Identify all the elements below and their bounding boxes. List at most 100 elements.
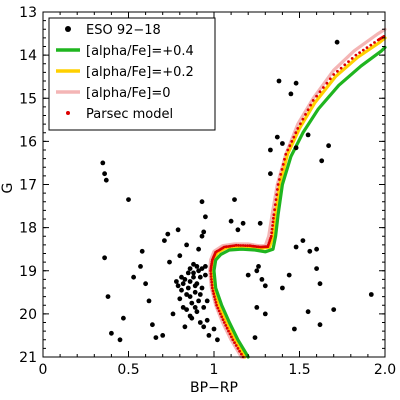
star-point — [182, 277, 188, 282]
star-point — [196, 246, 202, 252]
parsec-model-point — [272, 213, 276, 217]
parsec-model-point — [315, 94, 318, 98]
star-point — [121, 315, 126, 321]
star-point — [102, 171, 107, 177]
star-point — [256, 264, 261, 269]
parsec-model-point — [283, 157, 286, 161]
parsec-model-point — [361, 48, 365, 52]
x-tick-label: 1.5 — [288, 362, 310, 378]
parsec-model-point — [318, 90, 322, 94]
legend: ESO 92−18 [alpha/Fe]=+0.4 [alpha/Fe]=+0.2 [… — [48, 17, 216, 131]
y-tick-label: 15 — [19, 91, 37, 107]
parsec-model-point — [281, 163, 285, 166]
parsec-model-point — [306, 108, 310, 112]
parsec-model-point — [234, 243, 238, 247]
star-point — [204, 317, 210, 323]
x-tick-label: 2.0 — [374, 362, 396, 378]
parsec-model-point — [209, 272, 213, 275]
star-point — [185, 270, 191, 276]
parsec-model-point — [270, 227, 274, 231]
star-point — [180, 281, 186, 287]
parsec-model-point — [365, 46, 369, 49]
parsec-model-point — [230, 335, 233, 339]
parsec-model-point — [269, 234, 273, 238]
x-tick-label: 0 — [39, 362, 48, 378]
parsec-model-point — [322, 86, 325, 89]
parsec-model-point — [271, 224, 274, 227]
parsec-model-point — [328, 77, 332, 81]
star-point — [184, 292, 190, 297]
star-point — [199, 199, 205, 205]
parsec-model-point — [215, 303, 219, 307]
parsec-model-point — [296, 126, 300, 130]
parsec-model-point — [354, 53, 358, 57]
parsec-model-point — [210, 286, 214, 290]
parsec-model-point — [222, 321, 226, 324]
x-tick-label: 0.5 — [117, 362, 139, 378]
star-point — [174, 279, 179, 284]
star-point — [288, 91, 294, 97]
star-point — [103, 177, 109, 183]
star-point — [215, 337, 220, 343]
star-point — [254, 305, 260, 310]
parsec-model-point — [216, 306, 220, 310]
parsec-model-point — [290, 140, 294, 143]
star-point — [203, 272, 208, 278]
star-point — [194, 264, 200, 269]
star-point — [138, 264, 143, 269]
legend-label-alpha-fe-0-2: [alpha/Fe]=+0.2 — [86, 65, 194, 80]
parsec-model-point — [241, 244, 245, 247]
parsec-model-point — [209, 275, 213, 278]
parsec-model-point — [286, 148, 290, 152]
parsec-model-point — [294, 131, 298, 135]
parsec-model-point — [279, 173, 283, 176]
star-point — [293, 145, 299, 151]
y-tick-label: 14 — [19, 48, 37, 64]
parsec-model-point — [225, 326, 229, 330]
star-point — [286, 272, 292, 278]
parsec-model-point — [219, 312, 222, 316]
star-point — [245, 272, 251, 278]
star-point — [326, 143, 331, 149]
star-point — [177, 296, 183, 302]
star-point — [201, 229, 207, 235]
star-point — [191, 270, 196, 276]
star-point — [189, 300, 195, 306]
series-layer — [100, 27, 387, 359]
star-point — [203, 214, 208, 220]
star-point — [199, 266, 205, 271]
star-point — [201, 324, 207, 330]
star-point — [268, 171, 273, 177]
y-tick-label: 19 — [19, 264, 37, 280]
star-point — [262, 283, 268, 289]
star-point — [206, 333, 212, 338]
star-point — [280, 141, 285, 146]
parsec-model-point — [238, 349, 242, 353]
star-point — [117, 337, 123, 343]
star-point — [204, 298, 210, 304]
star-point — [175, 283, 181, 289]
star-point — [187, 266, 193, 271]
ticks-layer: 0 0.5 1 1.5 2.0 13 14 15 16 17 18 19 20 21 — [19, 5, 396, 378]
star-point — [268, 147, 273, 153]
isochrone-alpha-fe-0-2 — [209, 36, 387, 359]
parsec-model-point — [212, 292, 216, 296]
star-point — [153, 335, 159, 340]
star-point — [167, 259, 172, 265]
star-point — [331, 307, 337, 312]
parsec-model-point — [336, 69, 339, 73]
star-point — [102, 255, 107, 261]
parsec-model-point — [304, 113, 307, 116]
legend-label-eso-92-18: ESO 92−18 — [86, 23, 161, 38]
legend-label-alpha-fe-0-4: [alpha/Fe]=+0.4 — [86, 44, 194, 59]
parsec-model-point — [276, 183, 280, 186]
parsec-model-point — [332, 73, 336, 76]
star-point — [293, 80, 299, 86]
parsec-model-point — [246, 244, 250, 248]
parsec-model-point — [271, 220, 275, 224]
star-point — [368, 292, 374, 297]
star-point — [197, 274, 203, 280]
star-point — [199, 285, 205, 291]
star-point — [292, 326, 297, 332]
